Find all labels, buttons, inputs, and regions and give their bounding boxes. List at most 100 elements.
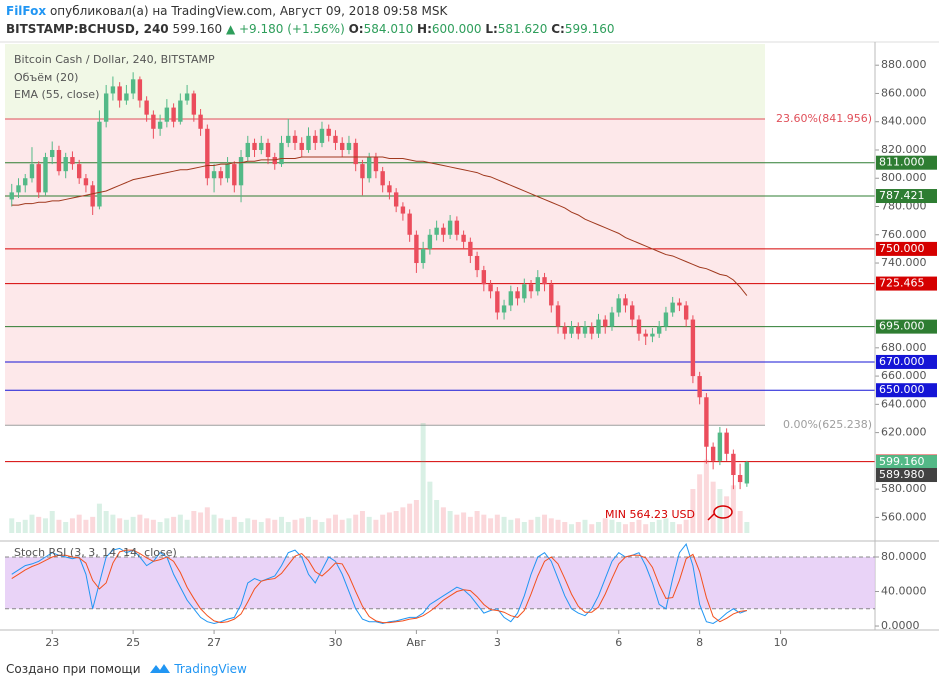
volume-bar [703, 459, 709, 533]
candle-body [616, 298, 621, 313]
candle-body [76, 164, 82, 179]
candle-body [340, 142, 345, 150]
candle-body [690, 319, 696, 377]
volume-bar [123, 519, 129, 533]
level-box [876, 155, 937, 170]
volume-bar [454, 514, 460, 533]
level-box [876, 276, 937, 291]
candle-body [16, 185, 21, 193]
volume-bar [150, 519, 156, 533]
candle-body [211, 171, 217, 179]
stoch-line [11, 543, 748, 624]
volume-bar [258, 522, 264, 533]
made-with: Создано при помощи [6, 662, 141, 676]
volume-bar [663, 518, 669, 533]
candle-body [333, 135, 338, 143]
annotation: MIN 564.23 USD [605, 508, 695, 521]
candle-body [508, 291, 514, 306]
candle-body [151, 114, 156, 129]
chart: 23.60%(841.956)0.00%(625.238)880.000860.… [0, 41, 939, 649]
candle-body [596, 319, 601, 334]
volume-bar [609, 519, 615, 533]
volume-bar [528, 519, 534, 533]
price: 599.160 [172, 22, 223, 36]
level-label: 589.980 [879, 468, 925, 481]
fib-zone [5, 118, 765, 426]
candle-body [103, 93, 109, 122]
y-tick-label: 620.000 [881, 426, 927, 439]
candle-body [225, 164, 230, 179]
volume-bar [589, 524, 595, 533]
candle-body [400, 206, 406, 214]
volume-bar [542, 514, 548, 533]
volume-bar [717, 489, 723, 533]
fib-label: 0.00%(625.238) [783, 418, 872, 431]
candle-body [83, 178, 89, 186]
candle-body [495, 291, 500, 313]
candle-body [434, 227, 439, 235]
y-tick-label: 760.000 [881, 228, 927, 241]
brand[interactable]: TradingView [174, 662, 247, 676]
candle-body [164, 107, 170, 122]
volume-bar [312, 519, 318, 533]
published: опубликовал(а) на TradingView.com, Авгус… [49, 4, 448, 18]
ohlc-label: H: [417, 22, 432, 36]
level-label: 695.000 [879, 320, 925, 333]
candle-body [454, 220, 460, 235]
volume-bar [575, 522, 581, 533]
volume-bar [103, 511, 109, 533]
candle-body [704, 397, 709, 447]
volume-bar [231, 516, 237, 533]
volume-bar [130, 516, 136, 533]
candle-body [265, 142, 271, 158]
candle-body [252, 142, 257, 150]
volume-bar [164, 518, 170, 533]
candle-body [124, 93, 129, 101]
candle-body [184, 93, 190, 101]
candle-body [528, 284, 534, 292]
volume-bar [649, 522, 655, 533]
volume-bar [697, 474, 703, 533]
candle-body [29, 164, 35, 179]
author[interactable]: FilFox [6, 4, 47, 18]
volume-bar [481, 514, 487, 533]
volume-bar [737, 511, 743, 533]
volume-bar [710, 481, 716, 533]
volume-bar [474, 511, 480, 533]
volume-bar [359, 511, 365, 533]
ohlc-label: C: [551, 22, 565, 36]
candle-body [744, 462, 750, 484]
candle-body [677, 302, 682, 306]
volume-bar [36, 516, 42, 533]
volume-bar [76, 514, 82, 533]
x-tick-label: 25 [126, 636, 140, 649]
ohlc-label: L: [485, 22, 498, 36]
ohlc-value: 581.620 [497, 22, 548, 36]
stoch-band [5, 557, 875, 609]
y-tick-label: 580.000 [881, 482, 927, 495]
candle-body [90, 185, 95, 207]
candle-body [535, 277, 540, 292]
y-tick-label: 740.000 [881, 256, 927, 269]
annotation-circle [713, 505, 733, 519]
volume-bar [56, 519, 62, 533]
volume-bar [670, 522, 676, 533]
level-box [876, 319, 937, 334]
y-tick-label: 40.0000 [881, 585, 927, 598]
volume-bar [643, 524, 649, 533]
volume-bar [177, 514, 183, 533]
volume-bar [211, 514, 217, 533]
candle-body [245, 142, 250, 158]
candle-body [623, 298, 628, 306]
candle-body [717, 432, 723, 461]
y-tick-label: 840.000 [881, 115, 927, 128]
candle-body [272, 157, 277, 165]
volume-bar [22, 519, 28, 533]
volume-bar [346, 518, 352, 533]
volume-bar [117, 518, 123, 533]
candle-body [481, 270, 487, 285]
volume-bar [15, 522, 21, 533]
volume-bar [521, 522, 527, 533]
volume-bar [407, 503, 413, 533]
x-tick-label: Авг [406, 636, 426, 649]
